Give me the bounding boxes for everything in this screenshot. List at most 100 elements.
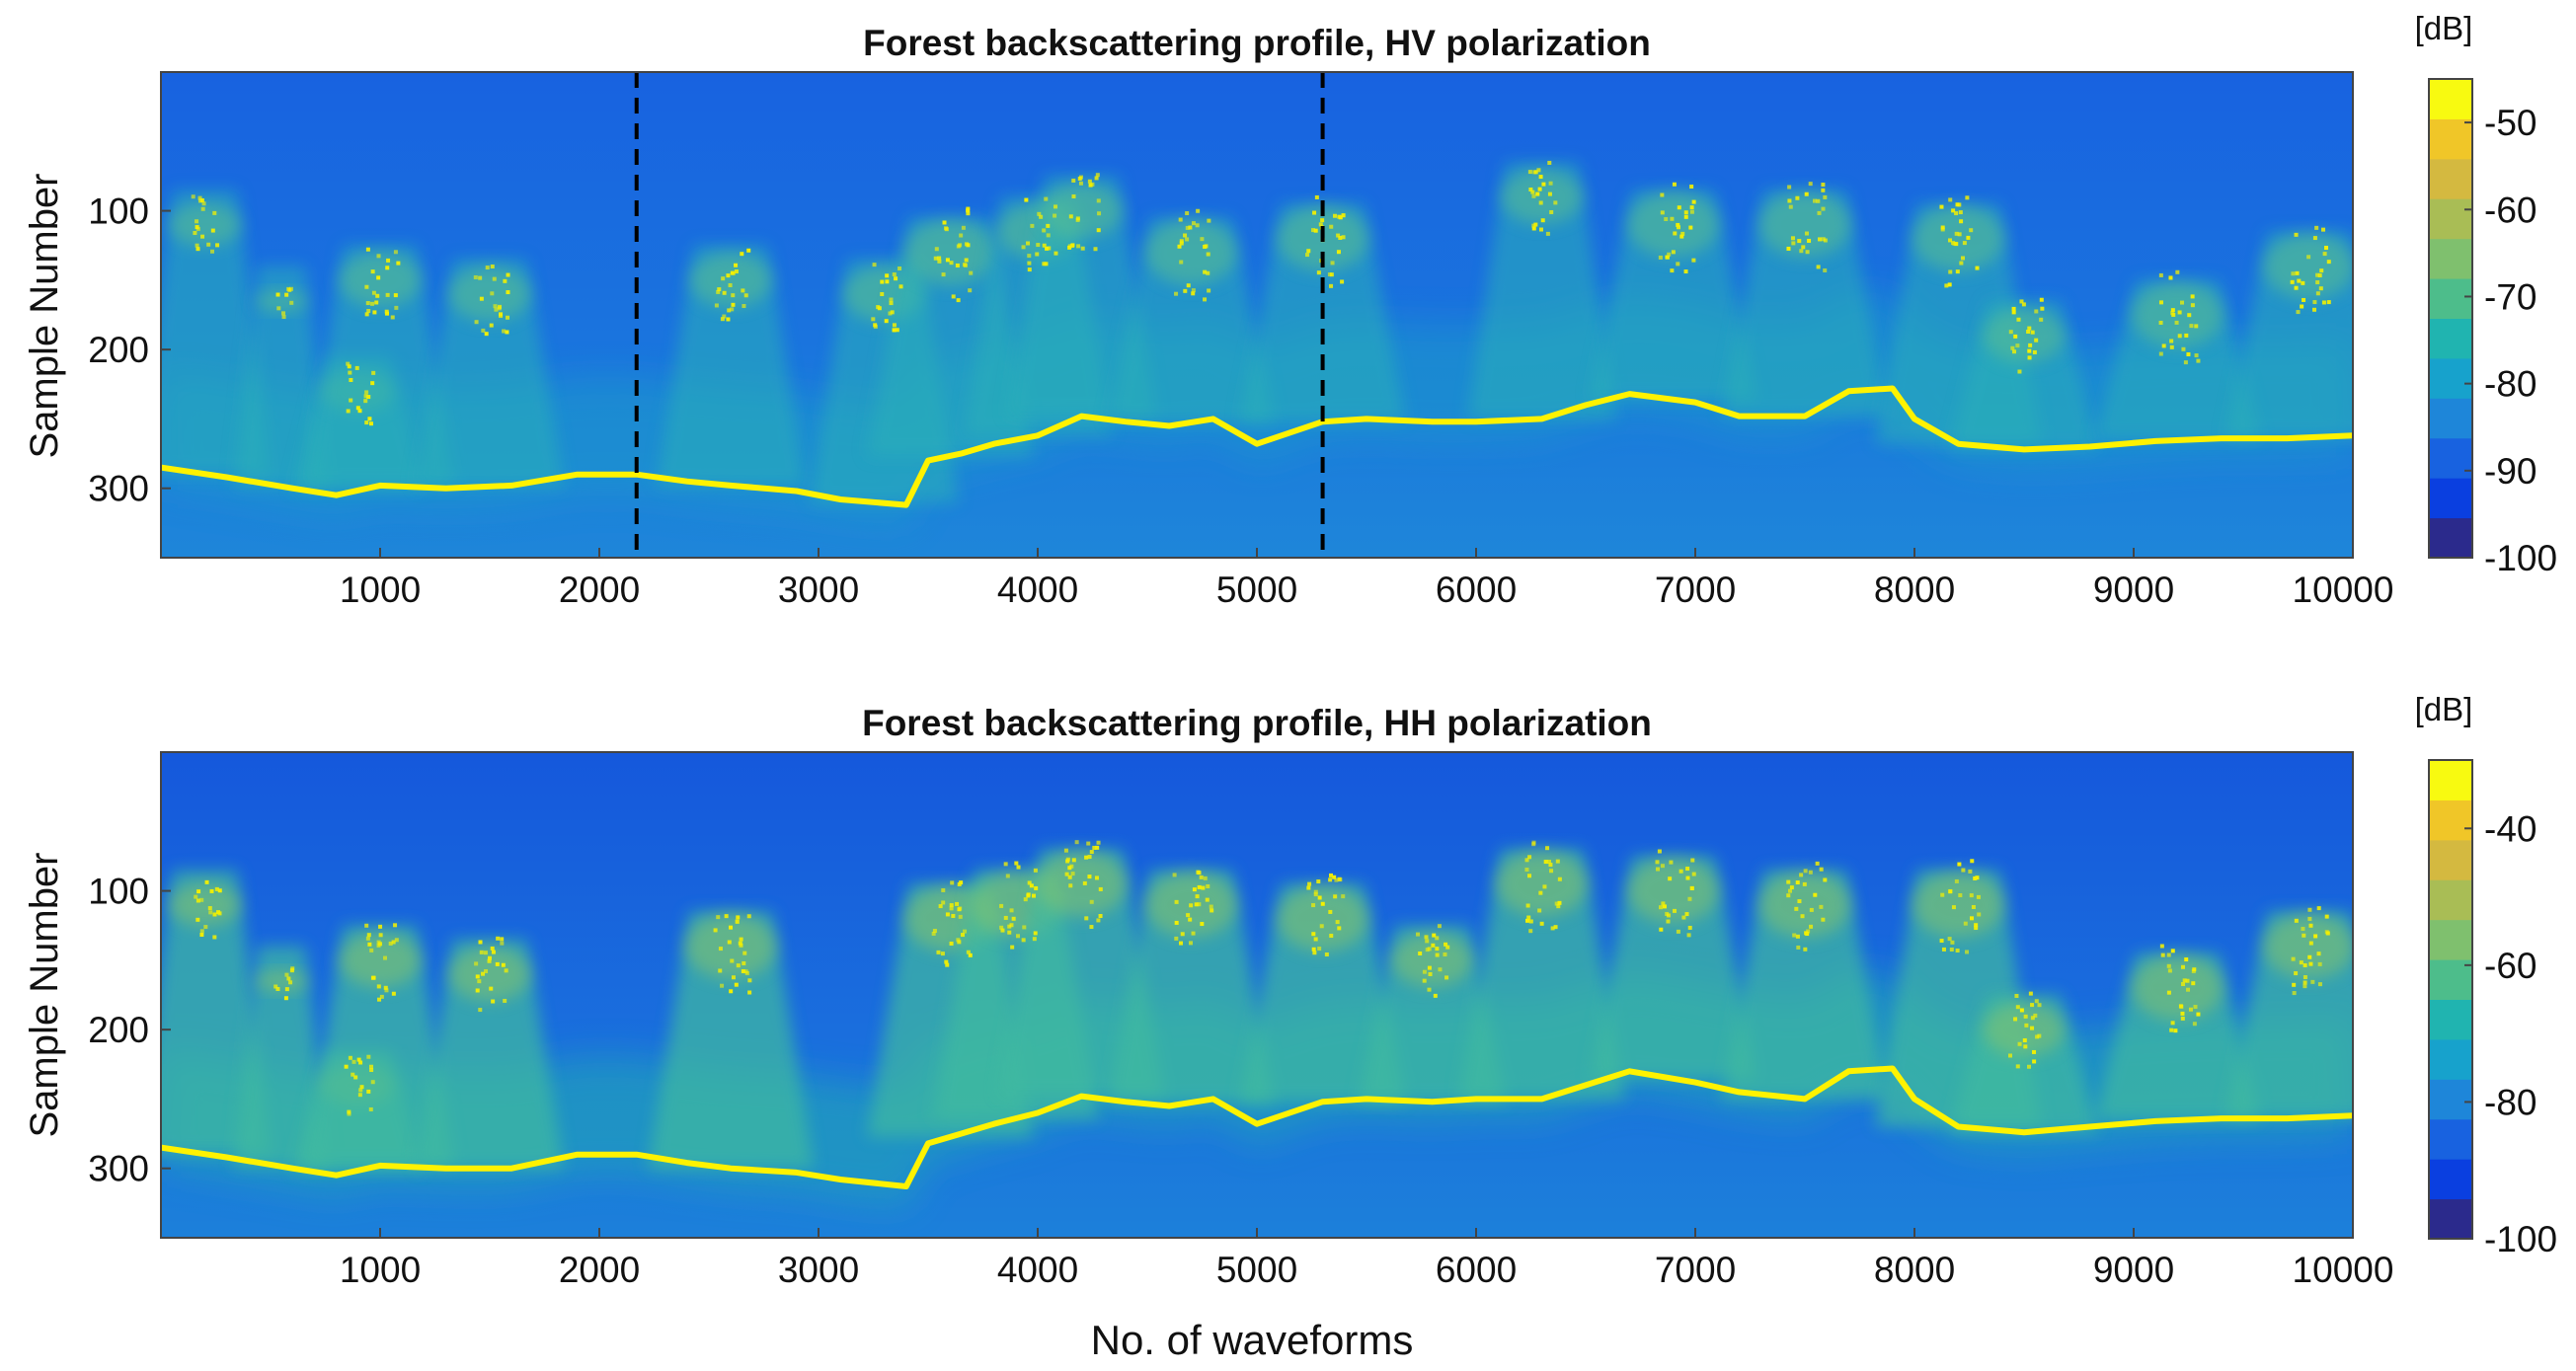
canopy-return — [1435, 952, 1440, 957]
canopy-return — [353, 1075, 358, 1080]
canopy-return — [1206, 883, 1210, 888]
colorbar-ticks: -40 -60 -80 -100 — [2464, 808, 2557, 1259]
canopy-return — [344, 1064, 349, 1069]
canopy-return — [368, 1106, 373, 1111]
canopy-return — [351, 1072, 355, 1077]
canopy-return — [2170, 1021, 2175, 1026]
canopy-return — [273, 984, 278, 989]
canopy-return — [957, 907, 962, 912]
canopy-return — [2306, 255, 2311, 260]
canopy-return — [1333, 213, 1338, 218]
canopy-return — [1801, 245, 1806, 250]
x-tick-label: 9000 — [2093, 570, 2174, 610]
colorbar-swatch — [2429, 800, 2472, 841]
canopy-return — [1092, 845, 1097, 850]
canopy-return — [275, 986, 280, 991]
canopy-return — [2316, 906, 2321, 911]
canopy-return — [491, 999, 496, 1004]
canopy-return — [728, 282, 733, 287]
canopy-return — [1687, 896, 1692, 901]
scatter-layer — [191, 160, 2331, 426]
canopy-return — [1196, 208, 1201, 213]
canopy-return — [1531, 840, 1536, 845]
canopy-return — [1678, 869, 1683, 874]
canopy-return — [506, 290, 510, 295]
canopy-return — [1821, 188, 1826, 192]
canopy-return — [479, 296, 484, 301]
canopy-return — [1812, 198, 1817, 203]
canopy-return — [366, 1089, 371, 1094]
x-axis-ticks: 1000 2000 3000 4000 5000 6000 7000 8000 9000 1000… — [340, 1228, 2393, 1290]
canopy-glow — [1501, 170, 1583, 225]
canopy-glow — [2132, 282, 2224, 347]
canopy-return — [2302, 933, 2306, 938]
canopy-return — [2170, 949, 2175, 953]
canopy-return — [384, 309, 389, 314]
canopy-return — [2191, 981, 2196, 986]
panel-hh: Forest backscattering profile, HH polari… — [23, 691, 2557, 1290]
canopy-return — [1683, 269, 1688, 274]
canopy-return — [742, 951, 747, 955]
canopy-return — [1065, 859, 1070, 864]
canopy-return — [196, 889, 201, 894]
canopy-return — [742, 304, 746, 309]
canopy-return — [1188, 941, 1193, 946]
canopy-return — [374, 300, 379, 305]
canopy-glow — [689, 253, 772, 308]
vegetation-column — [1108, 870, 1275, 1103]
canopy-return — [1337, 926, 1342, 931]
canopy-return — [1791, 241, 1796, 246]
canopy-return — [2032, 1049, 2037, 1054]
canopy-return — [742, 960, 746, 965]
canopy-return — [506, 272, 510, 277]
x-tick-label: 5000 — [1216, 570, 1297, 610]
canopy-return — [718, 947, 723, 952]
canopy-return — [1657, 849, 1662, 854]
canopy-return — [356, 1057, 361, 1062]
canopy-return — [1957, 232, 1962, 237]
canopy-glow — [448, 947, 531, 1002]
canopy-return — [1954, 211, 1959, 216]
canopy-return — [1805, 250, 1810, 255]
canopy-return — [744, 970, 749, 975]
canopy-return — [1818, 237, 1823, 242]
x-tick-label: 8000 — [1874, 570, 1955, 610]
canopy-return — [1685, 876, 1690, 880]
canopy-return — [1438, 967, 1443, 972]
canopy-return — [1179, 941, 1184, 946]
canopy-return — [1046, 223, 1051, 228]
canopy-return — [276, 306, 281, 311]
canopy-return — [2308, 941, 2313, 946]
canopy-return — [941, 900, 946, 905]
canopy-return — [1533, 170, 1538, 175]
canopy-return — [214, 886, 219, 891]
canopy-return — [346, 409, 351, 414]
colorbar-swatch — [2429, 1079, 2472, 1120]
canopy-return — [1961, 256, 1966, 261]
ground-profile-line — [161, 1065, 2353, 1189]
canopy-return — [1794, 906, 1799, 911]
canopy-return — [1210, 908, 1214, 913]
canopy-return — [2171, 312, 2176, 317]
canopy-return — [964, 258, 969, 263]
canopy-return — [1823, 194, 1828, 199]
canopy-return — [489, 986, 494, 991]
canopy-return — [288, 980, 293, 985]
canopy-return — [1094, 876, 1099, 880]
canopy-return — [363, 394, 368, 399]
canopy-return — [2169, 1028, 2174, 1032]
canopy-return — [1689, 209, 1694, 214]
colorbar-tick-label: -70 — [2484, 276, 2537, 317]
canopy-return — [2299, 960, 2303, 965]
colorbar-swatch — [2429, 839, 2472, 880]
canopy-return — [1076, 244, 1081, 249]
canopy-return — [1792, 933, 1797, 938]
canopy-return — [2013, 1017, 2018, 1022]
canopy-return — [1005, 874, 1010, 878]
canopy-return — [889, 301, 894, 306]
canopy-return — [364, 390, 369, 395]
canopy-return — [1809, 924, 1814, 929]
canopy-return — [1197, 884, 1202, 889]
canopy-return — [2158, 300, 2163, 305]
canopy-return — [1036, 243, 1041, 248]
